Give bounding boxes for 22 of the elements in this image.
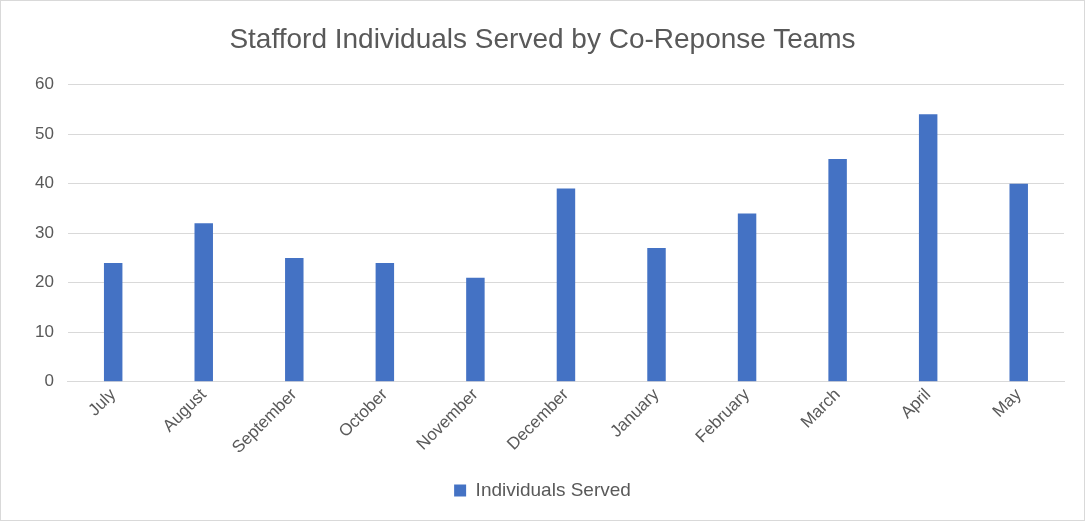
x-tick-label: May (988, 384, 1026, 421)
bar (737, 213, 757, 382)
y-tick-label: 30 (34, 222, 54, 242)
bar (918, 114, 938, 382)
x-tick-label: July (84, 384, 120, 420)
bar (556, 188, 576, 382)
bar (828, 158, 847, 382)
y-tick-label: 40 (34, 173, 54, 193)
y-tick-label: 50 (34, 123, 54, 143)
chart-title: Stafford Individuals Served by Co-Reponse Teams (229, 22, 856, 54)
y-tick-label: 60 (34, 74, 54, 94)
bar (1009, 183, 1028, 382)
legend-label: Individuals Served (475, 478, 631, 500)
bar (647, 248, 666, 382)
bar (375, 262, 395, 382)
bar (103, 262, 123, 382)
bar (194, 223, 213, 382)
y-tick-label: 10 (34, 321, 54, 341)
bar (285, 257, 304, 382)
y-tick-label: 20 (34, 272, 54, 292)
y-tick-label: 0 (44, 371, 54, 391)
bar (466, 277, 485, 382)
